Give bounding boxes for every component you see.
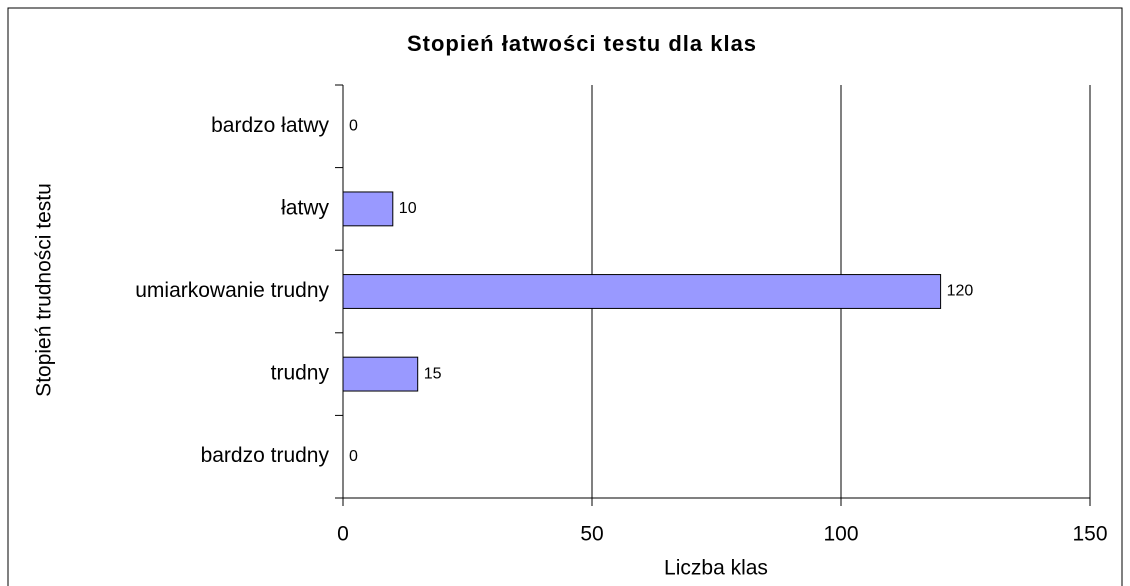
y-tick-label: łatwy	[281, 196, 329, 219]
bar	[342, 356, 419, 392]
bar	[342, 274, 942, 309]
x-tick-label: 50	[580, 523, 603, 546]
y-tick-label: bardzo trudny	[201, 444, 330, 467]
x-tick-label: 150	[1072, 523, 1107, 546]
y-axis-label: Stopień trudności testu	[33, 183, 56, 397]
data-label: 15	[424, 365, 442, 382]
x-axis-label: Liczba klas	[664, 557, 768, 580]
y-tick-label: trudny	[271, 362, 330, 385]
data-label: 10	[399, 200, 417, 217]
data-label: 120	[947, 283, 974, 300]
x-tick-label: 100	[823, 523, 858, 546]
x-tick-label: 0	[337, 523, 349, 546]
y-tick-label: bardzo łatwy	[211, 114, 329, 137]
bar	[342, 191, 394, 227]
y-tick-label: umiarkowanie trudny	[135, 279, 329, 302]
data-label: 0	[349, 448, 358, 465]
chart-title: Stopień łatwości testu dla klas	[407, 31, 757, 56]
data-label: 0	[349, 118, 358, 135]
